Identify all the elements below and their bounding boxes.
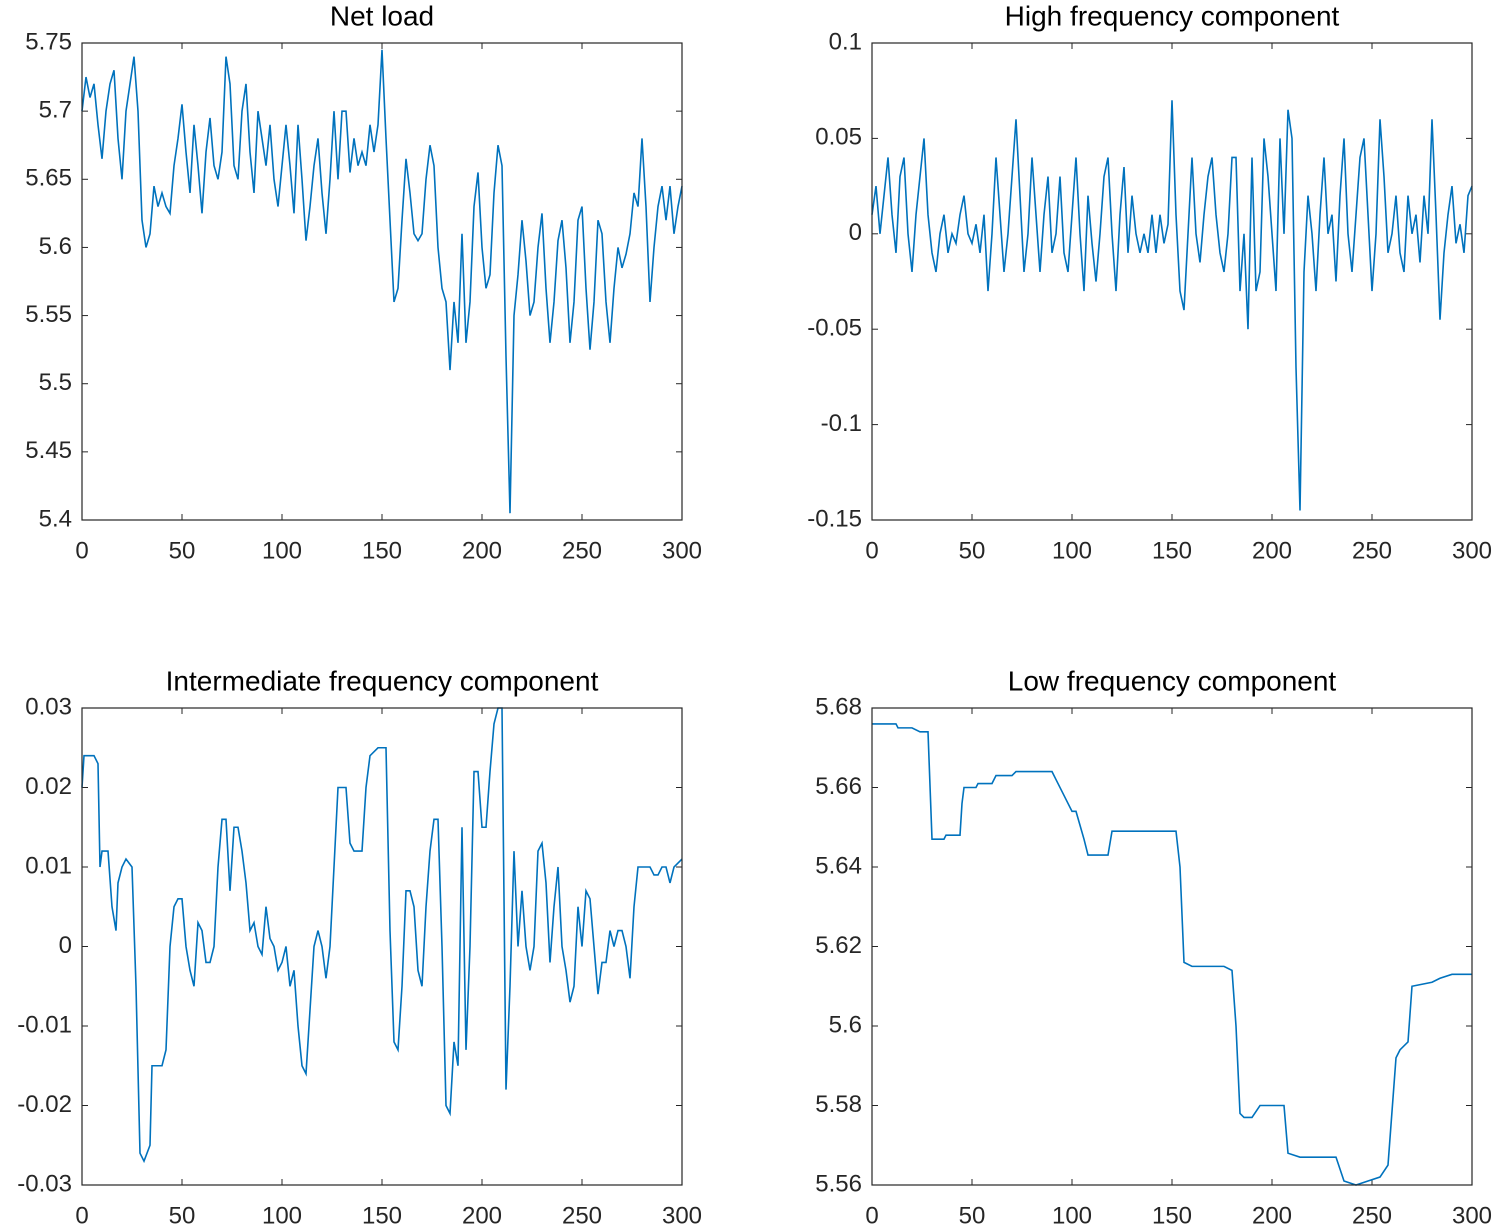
x-tick-label: 50 (959, 537, 986, 564)
x-tick-label: 200 (1252, 1202, 1292, 1229)
y-tick-label: 5.4 (39, 505, 72, 532)
x-tick-label: 0 (865, 537, 878, 564)
y-tick-label: 5.56 (815, 1170, 862, 1197)
y-tick-label: 5.5 (39, 369, 72, 396)
x-tick-label: 0 (75, 1202, 88, 1229)
x-tick-label: 50 (169, 1202, 196, 1229)
x-tick-label: 200 (462, 1202, 502, 1229)
y-tick-label: 5.64 (815, 852, 862, 879)
x-tick-label: 250 (1352, 537, 1392, 564)
y-tick-label: 0 (849, 219, 862, 246)
plot-area (872, 708, 1472, 1185)
y-tick-label: 0 (59, 932, 72, 959)
y-tick-label: 5.66 (815, 773, 862, 800)
chart-title: High frequency component (1005, 0, 1340, 31)
x-tick-label: 150 (1152, 537, 1192, 564)
axes-box (81, 707, 683, 1186)
x-tick-label: 200 (1252, 537, 1292, 564)
y-tick-label: 5.58 (815, 1091, 862, 1118)
y-tick-label: 5.6 (39, 233, 72, 260)
y-tick-label: 0.03 (25, 693, 72, 720)
y-tick-label: 0.05 (815, 124, 862, 151)
plot-area (82, 708, 682, 1185)
x-tick-label: 100 (1052, 537, 1092, 564)
y-tick-label: -0.03 (17, 1170, 72, 1197)
x-tick-label: 100 (262, 537, 302, 564)
axes-box (81, 42, 683, 521)
y-tick-label: 0.02 (25, 773, 72, 800)
chart-title: Intermediate frequency component (166, 665, 599, 696)
x-tick-label: 0 (75, 537, 88, 564)
x-tick-label: 50 (959, 1202, 986, 1229)
y-tick-label: -0.15 (807, 505, 862, 532)
x-tick-label: 300 (1452, 537, 1492, 564)
y-tick-label: 0.01 (25, 852, 72, 879)
x-tick-label: 300 (662, 1202, 702, 1229)
data-line (872, 723, 1472, 1186)
y-tick-label: 5.65 (25, 165, 72, 192)
y-tick-label: 5.7 (39, 96, 72, 123)
y-tick-label: 5.45 (25, 437, 72, 464)
chart-title: Net load (330, 0, 434, 31)
axes-box (871, 707, 1473, 1186)
x-tick-label: 300 (1452, 1202, 1492, 1229)
data-line (871, 100, 1473, 511)
data-line (81, 707, 683, 1164)
x-tick-label: 100 (1052, 1202, 1092, 1229)
x-tick-label: 250 (562, 537, 602, 564)
y-tick-label: 0.1 (829, 28, 862, 55)
x-tick-label: 0 (865, 1202, 878, 1229)
x-tick-label: 100 (262, 1202, 302, 1229)
axes-box (871, 42, 1473, 521)
plot-area (82, 43, 682, 520)
chart-title: Low frequency component (1008, 665, 1337, 696)
y-tick-label: 5.68 (815, 693, 862, 720)
x-tick-label: 150 (362, 1202, 402, 1229)
y-tick-label: -0.01 (17, 1011, 72, 1038)
x-tick-label: 150 (362, 537, 402, 564)
y-tick-label: 5.55 (25, 301, 72, 328)
data-line (81, 49, 683, 514)
x-tick-label: 150 (1152, 1202, 1192, 1229)
x-tick-label: 250 (1352, 1202, 1392, 1229)
x-tick-label: 200 (462, 537, 502, 564)
x-tick-label: 250 (562, 1202, 602, 1229)
x-tick-label: 300 (662, 537, 702, 564)
y-tick-label: 5.62 (815, 932, 862, 959)
y-tick-label: -0.1 (821, 410, 862, 437)
x-tick-label: 50 (169, 537, 196, 564)
y-tick-label: -0.02 (17, 1091, 72, 1118)
y-tick-label: 5.75 (25, 28, 72, 55)
y-tick-label: 5.6 (829, 1011, 862, 1038)
y-tick-label: -0.05 (807, 315, 862, 342)
